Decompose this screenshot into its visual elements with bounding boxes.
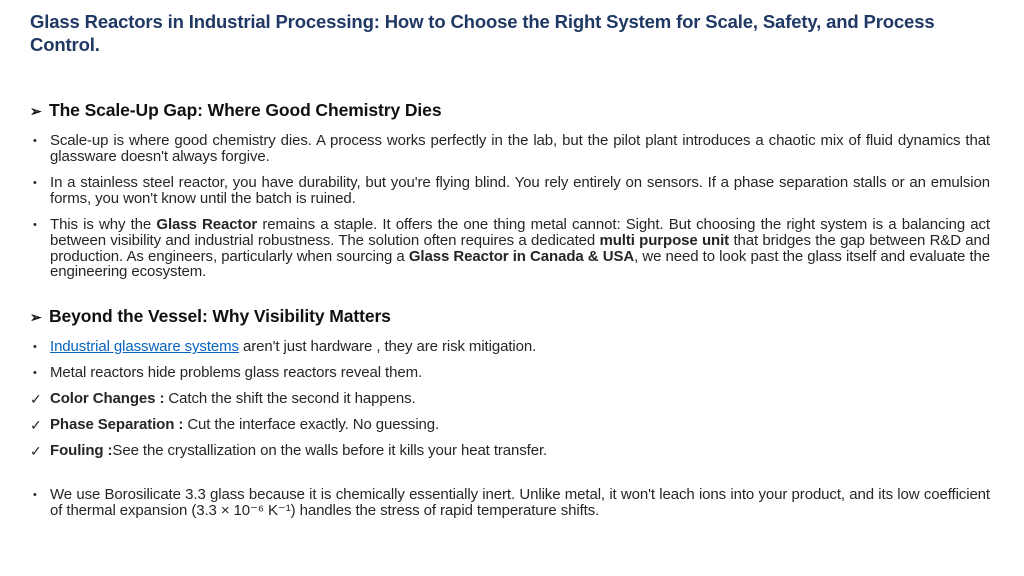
arrow-bullet-icon: ➢ [30, 103, 42, 120]
check-bullet-phase-separation: ✓ Phase Separation : Cut the interface e… [30, 417, 990, 433]
bullet-text: Industrial glassware systems aren't just… [50, 339, 990, 355]
check-label: Phase Separation : [50, 416, 184, 434]
section-heading-text: Beyond the Vessel: Why Visibility Matter… [49, 306, 391, 327]
slide-title: Glass Reactors in Industrial Processing:… [30, 11, 935, 56]
bullet-glassware-link: • Industrial glassware systems aren't ju… [30, 339, 990, 355]
dot-bullet-icon: • [33, 367, 37, 380]
text-segment: This is why the [50, 215, 157, 233]
bullet-borosilicate: • We use Borosilicate 3.3 glass because … [30, 487, 990, 519]
bullet-metal-reactors: • Metal reactors hide problems glass rea… [30, 365, 990, 381]
section-heading-beyond-the-vessel: ➢ Beyond the Vessel: Why Visibility Matt… [30, 306, 990, 327]
bullet-text: Fouling :See the crystallization on the … [50, 443, 990, 459]
bullet-stainless-steel: • In a stainless steel reactor, you have… [30, 175, 990, 207]
bullet-text: Scale-up is where good chemistry dies. A… [50, 132, 990, 166]
dot-bullet-icon: • [33, 135, 37, 148]
bullet-text: We use Borosilicate 3.3 glass because it… [50, 486, 990, 520]
bullet-text: This is why the Glass Reactor remains a … [50, 215, 991, 281]
text-segment: aren't just hardware , they are risk mit… [238, 338, 537, 356]
check-bullet-color-changes: ✓ Color Changes : Catch the shift the se… [30, 391, 990, 407]
bullet-scale-up: • Scale-up is where good chemistry dies.… [30, 133, 990, 165]
bullet-text: In a stainless steel reactor, you have d… [50, 174, 990, 207]
bullet-text: Metal reactors hide problems glass react… [50, 364, 423, 382]
text-segment: remains a staple. It offers the one thin… [50, 215, 990, 249]
check-bullet-fouling: ✓ Fouling :See the crystallization on th… [30, 443, 990, 459]
dot-bullet-icon: • [33, 489, 37, 502]
text-segment: Catch the shift the second it happens. [164, 390, 416, 408]
text-segment: that bridges the gap between R&D and pro… [50, 231, 991, 265]
text-segment: Cut the interface exactly. No guessing. [183, 416, 440, 434]
bullet-text: Phase Separation : Cut the interface exa… [50, 417, 990, 433]
check-label: Color Changes : [50, 390, 165, 408]
dot-bullet-icon: • [33, 218, 37, 231]
bullet-glass-reactor-staple: • This is why the Glass Reactor remains … [30, 215, 991, 281]
industrial-glassware-systems-link[interactable]: Industrial glassware systems [50, 338, 239, 356]
check-icon: ✓ [30, 417, 42, 434]
arrow-bullet-icon: ➢ [30, 309, 42, 326]
dot-bullet-icon: • [33, 177, 37, 190]
section-heading-scale-up-gap: ➢ The Scale-Up Gap: Where Good Chemistry… [30, 100, 990, 121]
check-icon: ✓ [30, 391, 42, 408]
text-segment: See the crystallization on the walls bef… [112, 442, 548, 460]
check-icon: ✓ [30, 443, 42, 460]
text-segment-bold: Glass Reactor [156, 215, 258, 233]
text-segment: , we need to look past the glass itself … [50, 247, 990, 281]
dot-bullet-icon: • [33, 341, 37, 354]
text-segment-bold: Glass Reactor in Canada & USA [408, 247, 635, 265]
section-heading-text: The Scale-Up Gap: Where Good Chemistry D… [49, 100, 442, 121]
bullet-text: Color Changes : Catch the shift the seco… [50, 391, 990, 407]
text-segment-bold: multi purpose unit [599, 231, 730, 249]
check-label: Fouling : [50, 442, 113, 460]
